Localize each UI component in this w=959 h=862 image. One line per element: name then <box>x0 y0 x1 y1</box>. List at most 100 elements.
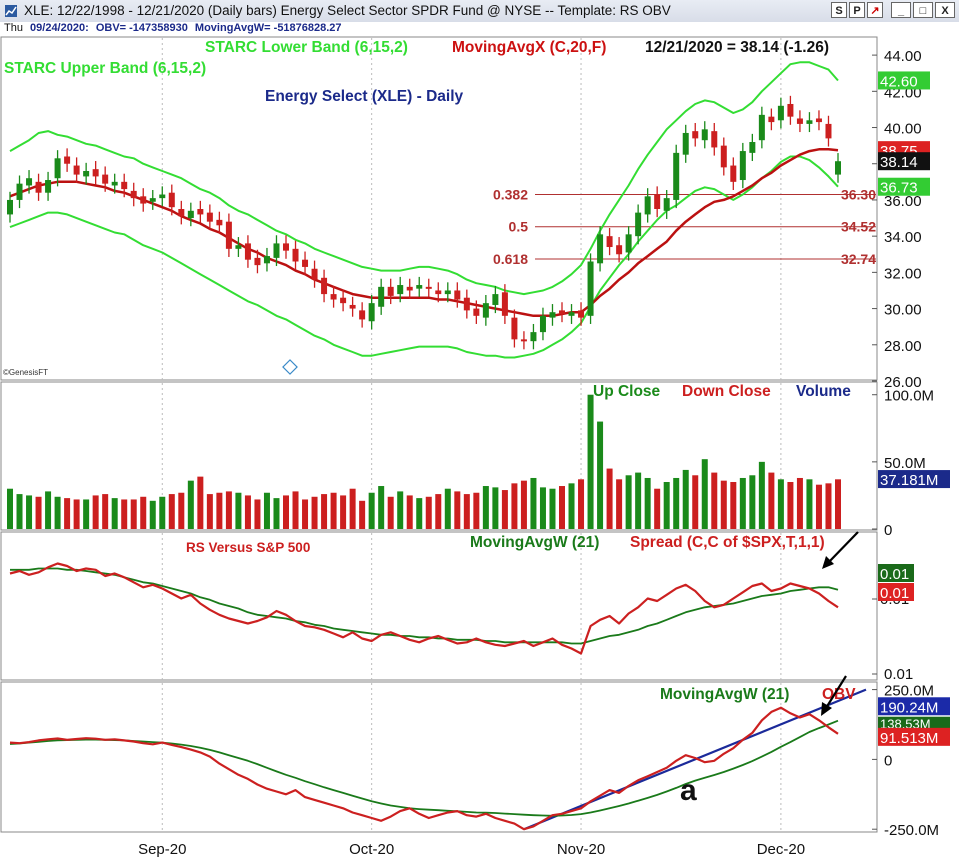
fib-ratio-label: 0.382 <box>493 187 528 203</box>
candle-body <box>530 332 537 342</box>
candle-body <box>463 297 470 311</box>
candle-body <box>777 105 784 121</box>
volume-bar <box>654 488 661 529</box>
volume-bar <box>815 484 822 529</box>
volume-bar <box>187 480 194 529</box>
candle-body <box>559 310 565 315</box>
price-tick-label: 36.00 <box>884 193 922 210</box>
volume-bar <box>349 488 356 529</box>
candle-body <box>244 243 251 260</box>
volume-bar <box>283 495 289 529</box>
candle-body <box>330 294 337 300</box>
candle-body <box>111 181 118 186</box>
volume-bar <box>777 479 784 529</box>
candle-body <box>140 196 147 204</box>
maximize-button[interactable]: □ <box>913 2 933 18</box>
volume-bar <box>7 488 13 529</box>
price-panel-frame <box>0 36 878 381</box>
candle-body <box>406 286 413 291</box>
volume-bar <box>121 499 128 529</box>
rs-panel-title: RS Versus S&P 500 <box>186 540 310 555</box>
volume-bar <box>45 491 52 529</box>
price-tick-label: 26.00 <box>884 374 922 391</box>
candle-body <box>787 103 794 117</box>
volume-bar <box>254 499 261 529</box>
candle-body <box>597 234 604 264</box>
volume-bar <box>340 495 347 529</box>
close-tag-bg <box>878 152 930 171</box>
volume-bar <box>330 492 337 529</box>
volume-bar <box>197 476 204 529</box>
volume-bar <box>416 498 423 529</box>
volume-bar <box>825 483 832 529</box>
candle-body <box>216 219 223 226</box>
candle-body <box>501 292 508 316</box>
candle-body <box>568 312 575 316</box>
volume-bar <box>235 492 242 529</box>
volume-bar <box>482 486 489 529</box>
volume-bar <box>359 500 366 529</box>
volume-bar <box>739 477 746 529</box>
candle-body <box>682 132 689 155</box>
candle-body <box>654 194 661 209</box>
candle-body <box>292 248 299 262</box>
volume-bar <box>835 479 841 529</box>
volume-bar <box>787 482 794 529</box>
candle-body <box>387 286 394 296</box>
volume-bar <box>587 394 594 529</box>
obv-tick-label: 250.0M <box>884 683 934 700</box>
rs-moving-avg-line <box>10 567 839 645</box>
volume-bar <box>711 472 718 529</box>
rs-spread-tag: 0.01 <box>880 585 909 602</box>
volume-bar <box>473 492 480 529</box>
volume-bar <box>692 475 699 529</box>
volume-bar <box>616 479 623 529</box>
lower-band-tag: 36.73 <box>880 180 918 197</box>
candle-body <box>692 131 699 139</box>
volume-bar <box>406 495 413 529</box>
volume-tick-label: 100.0M <box>884 388 934 405</box>
volume-bar <box>387 496 394 529</box>
candle-body <box>102 174 109 184</box>
volume-tick-label: 0 <box>884 522 892 539</box>
popout-button[interactable]: ↗ <box>867 2 883 18</box>
rs-spread-line <box>9 562 839 655</box>
candle-body <box>435 290 442 295</box>
minimize-button[interactable]: _ <box>891 2 911 18</box>
fib-price-label: 36.30 <box>841 187 876 203</box>
volume-bar <box>663 482 670 529</box>
volume-bar <box>539 487 546 529</box>
app-icon <box>5 5 17 17</box>
candle-body <box>482 303 489 318</box>
candle-body <box>311 268 318 280</box>
close-button[interactable]: X <box>935 2 955 18</box>
volume-bar <box>435 494 442 529</box>
candle-body <box>711 131 718 148</box>
chart-canvas[interactable]: Sep-20 Oct-20 Nov-20 Dec-2044.0042.0040.003… <box>0 36 959 862</box>
volume-bar <box>511 483 518 529</box>
candle-body <box>635 212 642 237</box>
candle-body <box>235 245 242 249</box>
obv-avg-tag-bg <box>878 716 950 731</box>
candle-body <box>283 243 289 251</box>
volume-bar <box>83 499 90 529</box>
legend-up-close: Up Close <box>593 383 661 400</box>
volume-bar <box>263 492 270 529</box>
volume-bar <box>244 495 251 529</box>
candle-body <box>492 294 499 305</box>
lower-band-tag-bg <box>878 177 930 196</box>
s-button[interactable]: S <box>831 2 847 18</box>
candle-body <box>359 310 366 320</box>
volume-bar <box>111 498 118 529</box>
volume-bar <box>682 469 689 529</box>
candle-body <box>644 196 651 215</box>
volume-bar <box>35 496 42 529</box>
volume-bar <box>597 421 604 529</box>
p-button[interactable]: P <box>849 2 865 18</box>
candle-body <box>92 169 99 177</box>
rs-avg-tag: 0.01 <box>880 566 909 583</box>
candle-body <box>730 165 737 182</box>
candle-body <box>7 199 13 215</box>
volume-bar <box>444 488 451 529</box>
x-axis-label: Oct-20 <box>349 841 394 858</box>
